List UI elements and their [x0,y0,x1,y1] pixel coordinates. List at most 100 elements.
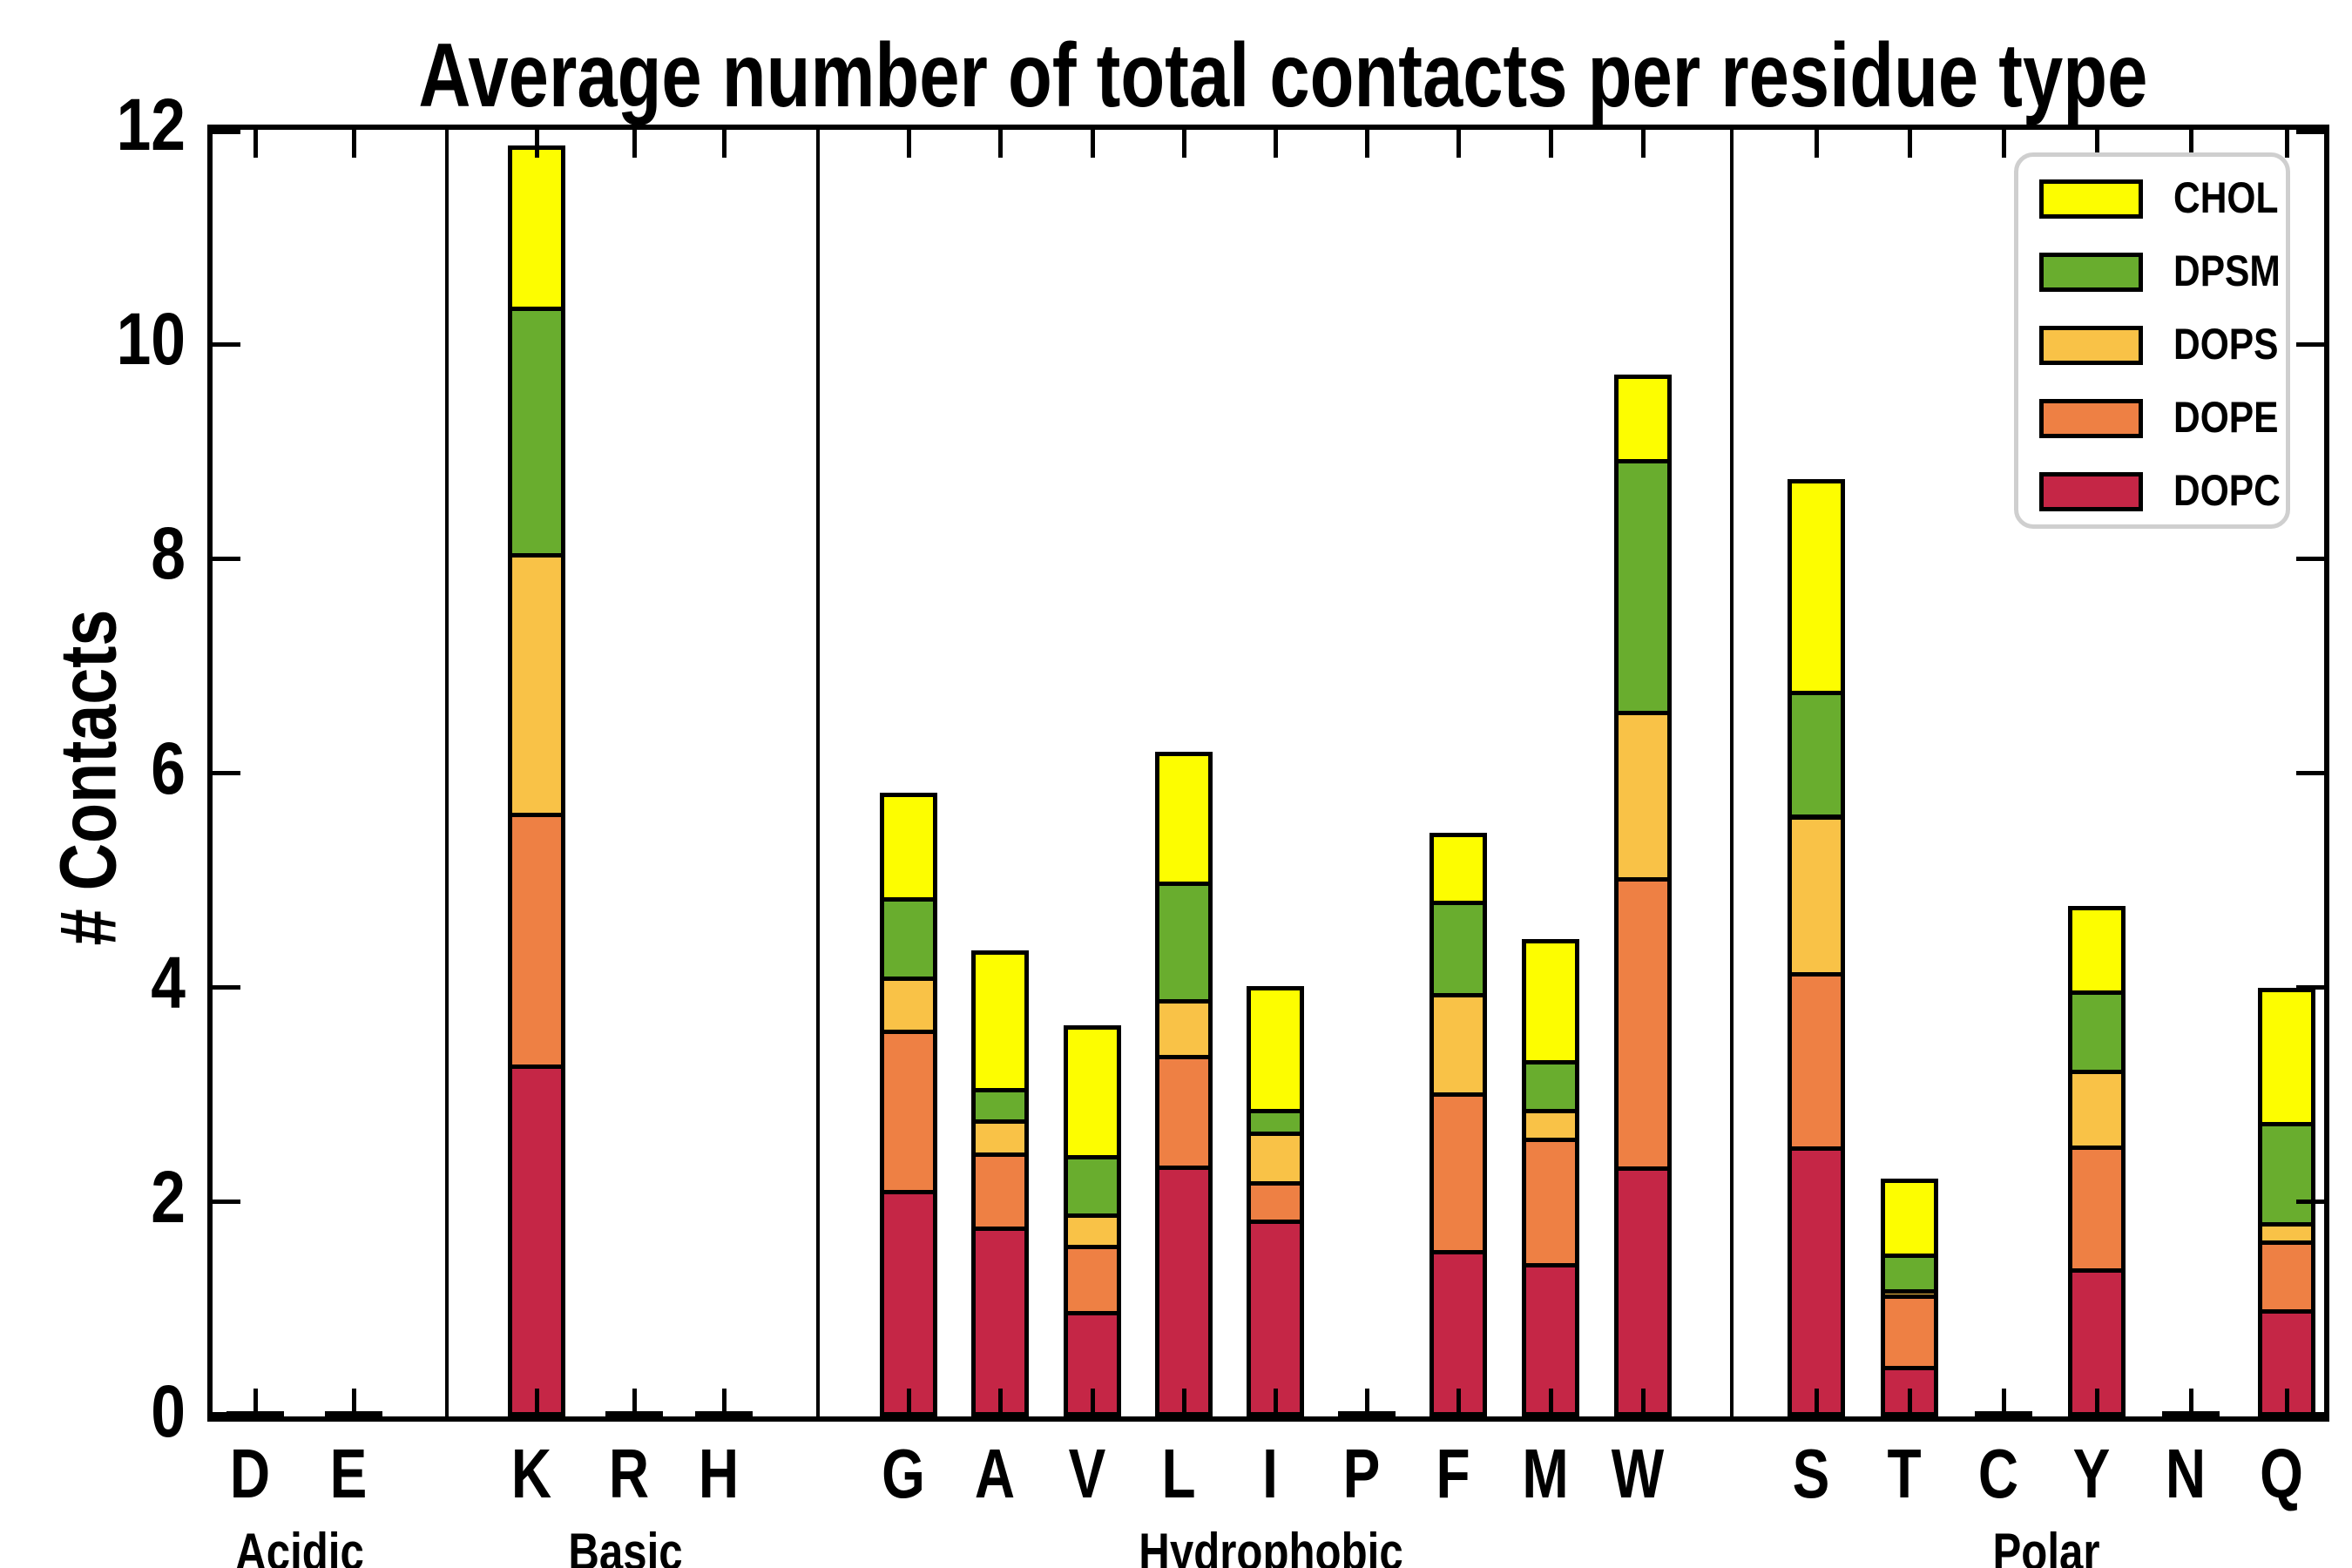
group-label-hydrophobic: Hydrophobic [1138,1523,1403,1568]
bar-F-DPSM [1429,900,1487,997]
bar-L-CHOL [1155,751,1213,886]
bar-W-DOPS [1614,711,1672,882]
x-tick-bottom-L [1181,1389,1186,1416]
x-tick-top-K [534,130,539,158]
y-tick-right-6 [2296,771,2324,775]
x-tick-bottom-R [632,1389,637,1416]
bar-K-DOPE [508,813,565,1070]
legend-label-DOPS: DOPS [2173,320,2279,368]
x-tick-label-S: S [1792,1435,1830,1512]
x-tick-bottom-I [1273,1389,1278,1416]
bar-L-DOPS [1155,999,1213,1060]
x-tick-label-T: T [1887,1435,1922,1512]
legend-swatch-DPSM [2039,253,2143,292]
bar-F-DOPE [1429,1092,1487,1255]
x-tick-bottom-C [2001,1389,2006,1416]
x-tick-top-P [1364,130,1369,158]
bar-W-DPSM [1614,458,1672,716]
legend-entry-DOPC: DOPC [2018,467,2286,524]
x-tick-top-H [721,130,727,158]
x-tick-bottom-K [534,1389,539,1416]
x-tick-label-G: G [882,1435,925,1512]
x-tick-bottom-D [253,1389,258,1416]
bar-K-DOPC [508,1064,565,1416]
y-tick-label-12: 12 [116,84,186,166]
bar-L-DOPC [1155,1165,1213,1416]
x-tick-label-I: I [1262,1435,1278,1512]
bar-A-DPSM [971,1088,1029,1125]
group-separator [1730,130,1734,1416]
x-tick-top-W [1640,130,1646,158]
x-tick-top-T [1907,130,1912,158]
x-tick-label-M: M [1522,1435,1569,1512]
group-label-basic: Basic [567,1523,683,1568]
y-tick-label-0: 0 [151,1370,186,1452]
bar-T-DPSM [1881,1253,1938,1294]
group-label-polar: Polar [1992,1523,2100,1568]
legend-entry-DOPS: DOPS [2018,321,2286,378]
legend: CHOL DPSM DOPS DOPE DOPC [2014,152,2290,529]
x-tick-label-K: K [510,1435,552,1512]
bar-Y-DOPE [2068,1145,2126,1274]
x-tick-label-E: E [329,1435,368,1512]
bar-I-DOPS [1247,1131,1304,1186]
bar-S-DPSM [1788,690,1845,820]
legend-label-CHOL: CHOL [2173,173,2279,222]
bar-V-CHOL [1064,1024,1121,1159]
y-tick-label-2: 2 [151,1155,186,1238]
legend-label-DOPE: DOPE [2173,393,2279,442]
bar-G-CHOL [880,792,937,902]
y-tick-left-4 [213,985,240,990]
x-tick-top-V [1090,130,1095,158]
legend-label-DPSM: DPSM [2173,247,2281,295]
legend-entry-DOPE: DOPE [2018,394,2286,451]
x-tick-bottom-Y [2094,1389,2099,1416]
legend-label-DOPC: DOPC [2173,466,2281,515]
y-tick-right-10 [2296,341,2324,347]
bar-A-CHOL [971,950,1029,1093]
x-tick-top-G [906,130,911,158]
bar-T-DOPE [1881,1294,1938,1371]
x-tick-label-A: A [974,1435,1016,1512]
x-tick-bottom-N [2188,1389,2193,1416]
y-tick-right-2 [2296,1200,2324,1205]
x-tick-bottom-E [351,1389,356,1416]
x-tick-top-L [1181,130,1186,158]
bar-I-CHOL [1247,986,1304,1113]
x-tick-top-Y [2094,130,2099,158]
bar-Q-DPSM [2258,1121,2315,1227]
bar-F-DOPS [1429,992,1487,1098]
bar-K-CHOL [508,145,565,312]
bar-V-DOPS [1064,1213,1121,1250]
x-tick-label-P: P [1342,1435,1381,1512]
y-tick-label-6: 6 [151,727,186,809]
x-tick-top-F [1456,130,1461,158]
bar-Y-DOPS [2068,1070,2126,1150]
x-tick-label-Q: Q [2260,1435,2303,1512]
bar-Y-DPSM [2068,990,2126,1075]
x-tick-top-S [1814,130,1819,158]
bar-M-CHOL [1522,939,1579,1065]
bar-S-DOPS [1788,814,1845,977]
bar-Y-CHOL [2068,906,2126,996]
chart-title: Average number of total contacts per res… [418,25,2148,126]
x-tick-label-F: F [1436,1435,1470,1512]
x-tick-top-D [253,130,258,158]
bar-S-DOPE [1788,972,1845,1151]
bar-K-DOPS [508,553,565,818]
bar-A-DOPS [971,1119,1029,1158]
x-tick-bottom-W [1640,1389,1646,1416]
x-tick-top-M [1548,130,1553,158]
bar-T-CHOL [1881,1178,1938,1258]
bar-M-DPSM [1522,1060,1579,1113]
group-label-acidic: Acidic [234,1523,364,1568]
bar-Q-CHOL [2258,987,2315,1126]
x-tick-top-C [2001,130,2006,158]
x-tick-label-Y: Y [2072,1435,2111,1512]
y-tick-left-12 [213,130,240,134]
bar-I-DOPC [1247,1219,1304,1416]
bar-G-DOPS [880,977,937,1034]
bar-Q-DOPE [2258,1240,2315,1314]
bar-W-CHOL [1614,374,1672,463]
bar-G-DOPE [880,1029,937,1195]
